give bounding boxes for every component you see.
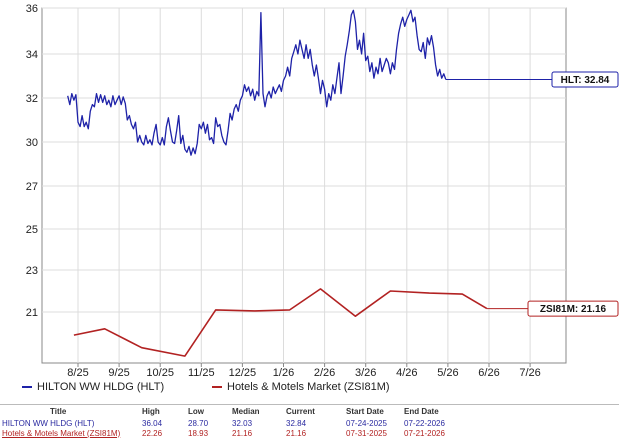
y-tick-label: 25 (26, 224, 38, 236)
stats-cell-end-date: 07-22-2026 (404, 418, 445, 428)
legend-swatch-hlt (22, 386, 32, 389)
stats-header: Current (284, 404, 344, 418)
y-tick-label: 32 (26, 93, 38, 105)
stats-cell-low: 28.70 (188, 418, 209, 428)
stats-cell-current: 32.84 (286, 418, 307, 428)
y-tick-label: 30 (26, 137, 38, 149)
x-tick-label: 7/26 (519, 367, 540, 378)
series-layer (67, 9, 488, 357)
stats-cell-median: 32.03 (232, 418, 253, 428)
stats-cell-title: HILTON WW HLDG (HLT) (2, 418, 95, 428)
stats-row-hlt: HILTON WW HLDG (HLT) 36.04 28.70 32.03 3… (0, 418, 619, 428)
legend-label-hlt: HILTON WW HLDG (HLT) (37, 381, 165, 393)
legend-item-hlt: HILTON WW HLDG (HLT) (22, 381, 164, 393)
legend: HILTON WW HLDG (HLT) Hotels & Motels Mar… (0, 378, 619, 396)
callout-label: HLT: 32.84 (561, 75, 610, 86)
stats-header: End Date (402, 404, 619, 418)
legend-label-zsi81m: Hotels & Motels Market (ZSI81M) (227, 381, 390, 393)
stats-header: Median (230, 404, 284, 418)
callout-box (527, 300, 619, 317)
legend-item-zsi81m: Hotels & Motels Market (ZSI81M) (212, 381, 390, 393)
stats-cell-high: 36.04 (142, 418, 163, 428)
series-line-0 (67, 9, 447, 156)
stats-header: Title (0, 404, 140, 418)
callout-label: ZSI81M: 21.16 (540, 304, 607, 315)
x-tick-label: 6/26 (478, 367, 499, 378)
x-tick-label: 10/25 (146, 367, 174, 378)
x-tick-label: 1/26 (273, 367, 294, 378)
stats-cell-end-date: 07-21-2026 (404, 428, 445, 438)
stats-header: Low (186, 404, 230, 418)
stats-cell-median: 21.16 (232, 428, 253, 438)
grid-lines (42, 7, 566, 363)
y-axis-labels: 21 23 25 27 30 32 34 36 (26, 3, 38, 319)
stats-header: High (140, 404, 186, 418)
stats-cell-start-date: 07-31-2025 (346, 428, 387, 438)
x-tick-label: 2/26 (314, 367, 335, 378)
stats-cell-start-date: 07-24-2025 (346, 418, 387, 428)
x-tick-label: 12/25 (229, 367, 257, 378)
stats-cell-low: 18.93 (188, 428, 209, 438)
x-axis-labels: 8/25 9/25 10/25 11/25 12/25 1/26 2/26 3/26 4/26 5… (67, 363, 541, 378)
x-tick-label: 3/26 (355, 367, 376, 378)
y-tick-label: 36 (26, 3, 38, 15)
x-tick-label: 9/25 (108, 367, 129, 378)
x-tick-label: 11/25 (188, 367, 215, 378)
stats-cell-high: 22.26 (142, 428, 163, 438)
stats-table: Title High Low Median Current Start Date… (0, 404, 619, 438)
stats-header-row: Title High Low Median Current Start Date… (0, 404, 619, 418)
callout-box (551, 71, 619, 88)
stock-chart: 21 23 25 27 30 32 34 36 8/25 9/25 10/25 11/25 12/25… (26, 3, 619, 378)
stats-row-zsi81m: Hotels & Motels Market (ZSI81M) 22.26 18… (0, 428, 619, 438)
x-tick-label: 4/26 (396, 367, 417, 378)
stats-cell-title[interactable]: Hotels & Motels Market (ZSI81M) (2, 428, 121, 438)
y-tick-label: 23 (26, 265, 38, 277)
legend-swatch-zsi81m (212, 386, 222, 389)
stats-cell-current: 21.16 (286, 428, 307, 438)
stats-header: Start Date (344, 404, 402, 418)
y-tick-label: 27 (26, 181, 38, 193)
y-tick-label: 34 (26, 49, 38, 61)
x-tick-label: 8/25 (67, 367, 88, 378)
x-tick-label: 5/26 (437, 367, 458, 378)
callouts: HLT: 32.84 ZSI81M: 21.16 (445, 71, 619, 317)
y-tick-label: 21 (26, 307, 38, 319)
series-line-1 (73, 288, 488, 357)
